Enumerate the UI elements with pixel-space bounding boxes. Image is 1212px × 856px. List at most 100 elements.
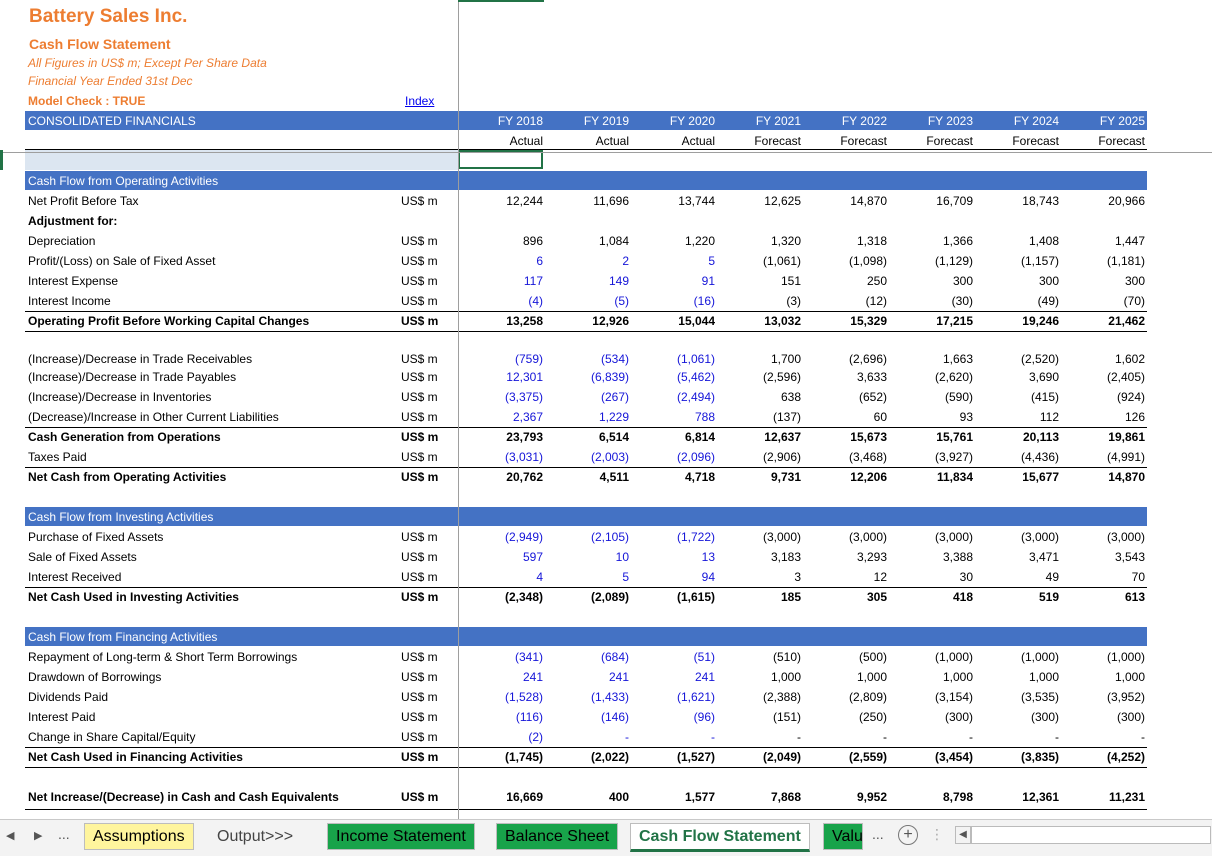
hscroll-left-icon[interactable]: ◀ (955, 826, 971, 844)
value-cell[interactable]: 1,602 (1114, 352, 1145, 366)
value-cell[interactable]: 4 (536, 570, 543, 584)
value-cell[interactable]: (2,089) (590, 590, 629, 604)
value-cell[interactable]: 613 (1124, 590, 1145, 604)
scroll-right-icon[interactable]: ▶ (34, 830, 43, 842)
value-cell[interactable]: (1,615) (676, 590, 715, 604)
value-cell[interactable]: 519 (1038, 590, 1059, 604)
value-cell[interactable]: (3,000) (934, 530, 973, 544)
value-cell[interactable]: - (1141, 730, 1145, 744)
value-cell[interactable]: 3,183 (770, 550, 801, 564)
value-cell[interactable]: 13,258 (506, 314, 543, 328)
value-cell[interactable]: 9,731 (770, 470, 801, 484)
value-cell[interactable]: 7,868 (770, 790, 801, 804)
value-cell[interactable]: 1,000 (770, 670, 801, 684)
value-cell[interactable]: 597 (522, 550, 543, 564)
value-cell[interactable]: (1,129) (934, 254, 973, 268)
value-cell[interactable]: 4,718 (684, 470, 715, 484)
value-cell[interactable]: - (625, 730, 629, 744)
tab-assumptions[interactable]: Assumptions (84, 823, 194, 850)
value-cell[interactable]: (3,000) (1106, 530, 1145, 544)
value-cell[interactable]: 250 (866, 274, 887, 288)
value-cell[interactable]: (2,559) (848, 750, 887, 764)
value-cell[interactable]: (1,722) (676, 530, 715, 544)
scroll-left-icon[interactable]: ◀ (6, 830, 15, 842)
value-cell[interactable]: - (969, 730, 973, 744)
value-cell[interactable]: 20,113 (1022, 430, 1059, 444)
value-cell[interactable]: (2,949) (504, 530, 543, 544)
value-cell[interactable]: (1,181) (1106, 254, 1145, 268)
value-cell[interactable]: - (883, 730, 887, 744)
tab-valuation[interactable]: Valu (823, 823, 863, 850)
value-cell[interactable]: 15,329 (850, 314, 887, 328)
value-cell[interactable]: (3,375) (504, 390, 543, 404)
value-cell[interactable]: 19,246 (1022, 314, 1059, 328)
value-cell[interactable]: 12,301 (506, 370, 543, 384)
value-cell[interactable]: (300) (1116, 710, 1145, 724)
value-cell[interactable]: (116) (515, 710, 543, 724)
value-cell[interactable]: (2,003) (590, 450, 629, 464)
value-cell[interactable]: 1,577 (684, 790, 715, 804)
value-cell[interactable]: (2,696) (848, 352, 887, 366)
value-cell[interactable]: 9,952 (856, 790, 887, 804)
value-cell[interactable]: 1,447 (1114, 234, 1145, 248)
value-cell[interactable]: 16,709 (936, 194, 973, 208)
value-cell[interactable]: (5,462) (676, 370, 715, 384)
value-cell[interactable]: 241 (522, 670, 543, 684)
value-cell[interactable]: 2,367 (512, 410, 543, 424)
value-cell[interactable]: 91 (701, 274, 715, 288)
value-cell[interactable]: 4,511 (599, 470, 629, 484)
value-cell[interactable]: 12,244 (506, 194, 543, 208)
value-cell[interactable]: 6,514 (598, 430, 629, 444)
value-cell[interactable]: 1,320 (770, 234, 801, 248)
value-cell[interactable]: 15,044 (678, 314, 715, 328)
value-cell[interactable]: (3,835) (1020, 750, 1059, 764)
value-cell[interactable]: 8,798 (942, 790, 973, 804)
value-cell[interactable]: (1,098) (848, 254, 887, 268)
value-cell[interactable]: (2) (528, 730, 543, 744)
value-cell[interactable]: - (711, 730, 715, 744)
value-cell[interactable]: 149 (608, 274, 629, 288)
value-cell[interactable]: 788 (694, 410, 715, 424)
value-cell[interactable]: (1,000) (1106, 650, 1145, 664)
value-cell[interactable]: 3 (794, 570, 801, 584)
tab-splitter-icon[interactable]: ⋮ (930, 826, 944, 842)
value-cell[interactable]: 94 (701, 570, 715, 584)
value-cell[interactable]: 5 (622, 570, 629, 584)
value-cell[interactable]: 1,700 (770, 352, 801, 366)
value-cell[interactable]: 112 (1039, 410, 1059, 424)
value-cell[interactable]: (3,000) (1020, 530, 1059, 544)
value-cell[interactable]: (4) (528, 294, 543, 308)
value-cell[interactable]: 1,229 (598, 410, 629, 424)
value-cell[interactable]: 300 (1124, 274, 1145, 288)
value-cell[interactable]: 418 (952, 590, 973, 604)
value-cell[interactable]: 400 (608, 790, 629, 804)
value-cell[interactable]: 185 (780, 590, 801, 604)
value-cell[interactable]: (1,000) (934, 650, 973, 664)
value-cell[interactable]: 12,926 (592, 314, 629, 328)
value-cell[interactable]: (2,906) (762, 450, 801, 464)
value-cell[interactable]: 20,762 (506, 470, 543, 484)
value-cell[interactable]: 49 (1045, 570, 1059, 584)
value-cell[interactable]: 151 (780, 274, 801, 288)
value-cell[interactable]: (684) (600, 650, 629, 664)
value-cell[interactable]: 1,084 (598, 234, 629, 248)
value-cell[interactable]: 11,834 (936, 470, 973, 484)
value-cell[interactable]: 11,696 (593, 194, 629, 208)
value-cell[interactable]: 126 (1124, 410, 1145, 424)
value-cell[interactable]: 11,231 (1108, 790, 1145, 804)
value-cell[interactable]: (500) (858, 650, 887, 664)
value-cell[interactable]: 3,388 (942, 550, 973, 564)
value-cell[interactable]: 15,761 (936, 430, 973, 444)
value-cell[interactable]: (924) (1116, 390, 1145, 404)
value-cell[interactable]: (300) (1030, 710, 1059, 724)
value-cell[interactable]: (2,388) (762, 690, 801, 704)
add-sheet-icon[interactable]: + (898, 825, 918, 845)
value-cell[interactable]: (16) (693, 294, 715, 308)
value-cell[interactable]: 12,625 (764, 194, 801, 208)
value-cell[interactable]: (341) (514, 650, 543, 664)
value-cell[interactable]: (1,061) (762, 254, 801, 268)
horizontal-scrollbar[interactable] (971, 826, 1211, 844)
value-cell[interactable]: (2,494) (676, 390, 715, 404)
value-cell[interactable]: 1,220 (684, 234, 715, 248)
value-cell[interactable]: 6 (536, 254, 543, 268)
